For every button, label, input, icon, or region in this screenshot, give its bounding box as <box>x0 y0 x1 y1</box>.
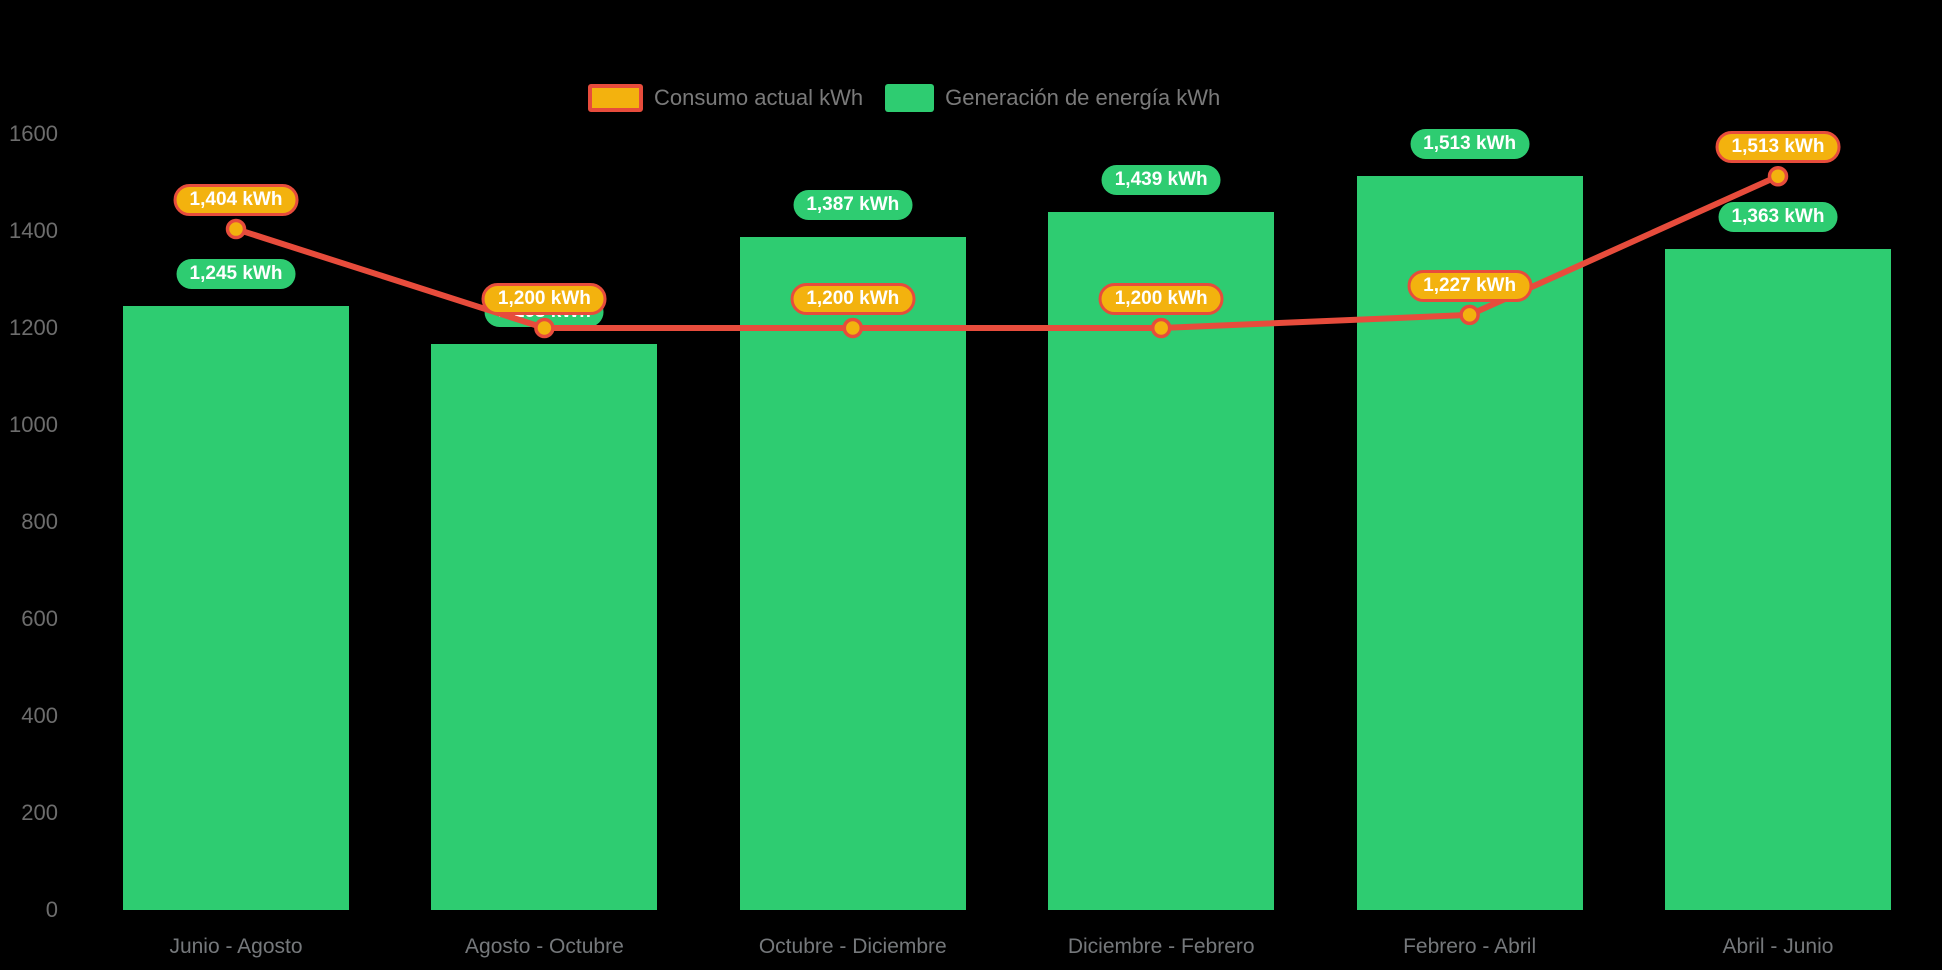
y-axis-tick-label: 1400 <box>9 218 58 243</box>
line-value-pill: 1,200 kWh <box>1098 283 1224 315</box>
legend-item-consumo-actual[interactable]: Consumo actual kWh <box>588 84 863 112</box>
legend-item-label: Consumo actual kWh <box>654 85 864 110</box>
bar-generacion-3 <box>739 237 966 910</box>
line-value-pill: 1,200 kWh <box>481 283 607 315</box>
line-value-pill: 1,513 kWh <box>1715 131 1841 164</box>
bar-value-pill: 1,513 kWh <box>1410 129 1530 160</box>
consumo-actual-swatch-icon <box>588 84 643 112</box>
y-axis-tick-label: 800 <box>21 509 58 534</box>
bar-value-pill: 1,245 kWh <box>176 259 296 290</box>
bar-generacion-6 <box>1665 248 1891 910</box>
consumo-line-path <box>233 173 1781 331</box>
bar-value-pill: 1,363 kWh <box>1718 201 1838 232</box>
x-axis-label: Octubre - Diciembre <box>758 935 947 958</box>
line-point-marker <box>1150 317 1172 339</box>
y-axis-tick-label: 1000 <box>9 412 58 437</box>
bar-generacion-1 <box>123 306 349 910</box>
x-axis-label: Febrero - Abril <box>1403 935 1537 958</box>
line-point-marker <box>534 317 555 339</box>
bar-value-pill: 1,439 kWh <box>1101 165 1221 196</box>
bar-generacion-2 <box>431 343 658 910</box>
line-value-pill: 1,227 kWh <box>1407 269 1533 302</box>
x-axis-label: Agosto - Octubre <box>465 935 624 958</box>
legend-item-generacion-energia[interactable]: Generación de energía kWh <box>885 84 1220 112</box>
chart-legend: Consumo actual kWh Generación de energía… <box>588 84 1220 112</box>
bar-value-pill: 1,387 kWh <box>793 190 913 221</box>
legend-item-label: Generación de energía kWh <box>945 85 1221 110</box>
y-axis-tick-label: 1200 <box>9 315 58 340</box>
line-point-marker <box>1459 304 1480 326</box>
y-axis-tick-label: 400 <box>21 703 58 728</box>
line-value-pill: 1,404 kWh <box>173 184 299 217</box>
x-axis-label: Abril - Junio <box>1722 935 1834 958</box>
x-axis-label: Junio - Agosto <box>169 935 303 958</box>
y-axis-tick-label: 1600 <box>9 121 58 146</box>
y-axis-tick-label: 200 <box>21 800 58 825</box>
generacion-energia-swatch-icon <box>885 84 935 112</box>
line-point-marker <box>225 218 247 240</box>
line-point-marker <box>1767 165 1789 187</box>
y-axis-tick-label: 0 <box>45 897 58 922</box>
y-axis-tick-label: 600 <box>21 606 58 631</box>
line-point-marker <box>842 317 864 339</box>
x-axis-label: Diciembre - Febrero <box>1067 935 1255 958</box>
line-value-pill: 1,200 kWh <box>790 283 916 315</box>
